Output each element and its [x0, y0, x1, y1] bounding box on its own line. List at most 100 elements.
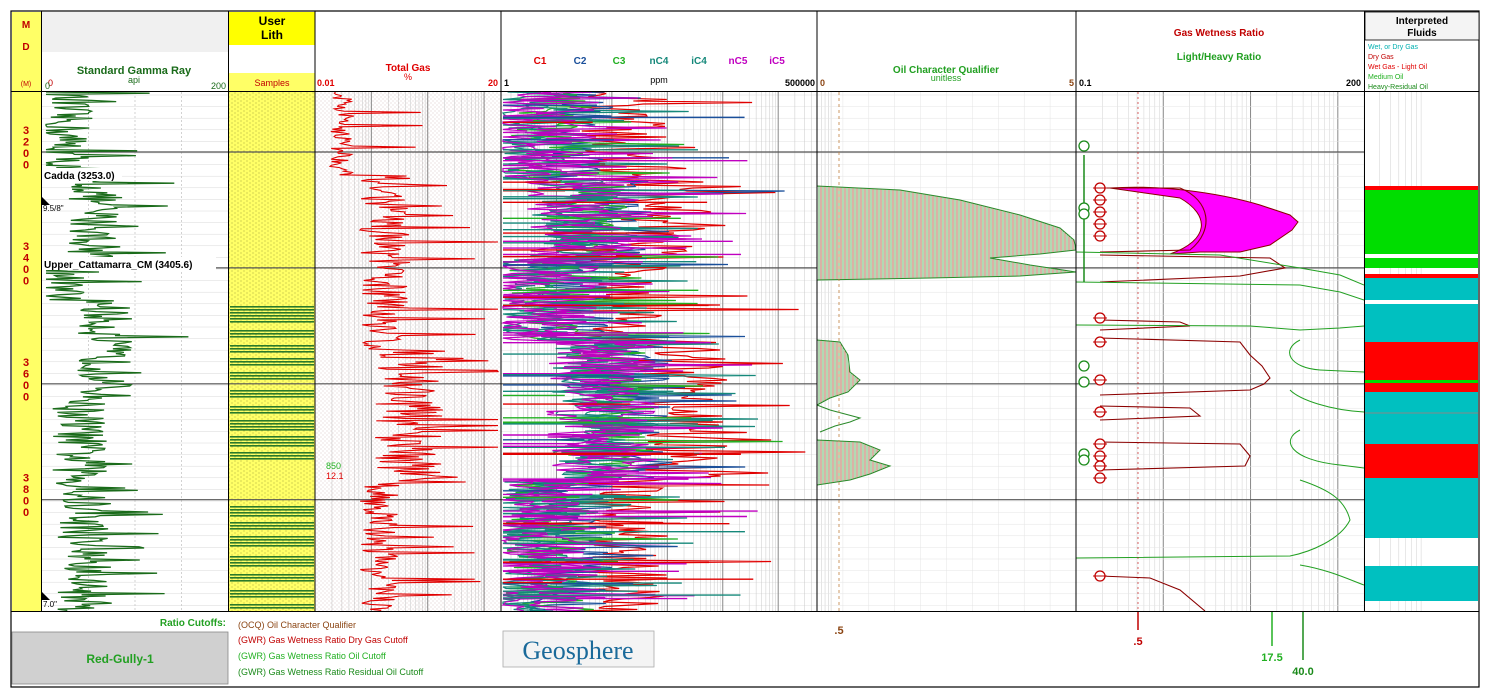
ocq-fill-2 [817, 439, 892, 486]
fluids-legend-2: Wet Gas - Light Oil [1368, 64, 1427, 71]
lith-shale-band [230, 426, 314, 428]
lith-shale-band [230, 306, 314, 308]
gr-title: Standard Gamma Ray [77, 65, 192, 77]
lith-shale-band [230, 542, 314, 544]
lith-shale-band [230, 361, 314, 363]
fluids-header-bg [1364, 11, 1480, 41]
lith-shale-band [230, 574, 314, 576]
ocq-fill-0 [817, 185, 1076, 281]
cutoff-gwr-residual: (GWR) Gas Wetness Ratio Residual Oil Cut… [238, 667, 424, 677]
chroma-min: 1 [504, 78, 509, 88]
lith-shale-band [230, 330, 314, 332]
fluid-segment-4 [1365, 274, 1478, 278]
tg-annot-green: 850 [326, 461, 341, 471]
fluid-segment-9 [1365, 345, 1478, 380]
gwr-subtitle: Light/Heavy Ratio [1177, 52, 1261, 63]
chroma-label-c3: C3 [613, 56, 626, 67]
tg-title: Total Gas [386, 63, 431, 74]
gwr-green-curve-7 [1299, 564, 1364, 586]
fluid-segment-13 [1365, 444, 1478, 448]
lith-shale-band [230, 545, 314, 547]
depth-column [12, 12, 41, 611]
log-curves [45, 92, 1364, 611]
fluids-legend-3: Medium Oil [1368, 74, 1404, 81]
casing-1: 9.5/8" [43, 204, 64, 213]
lith-title-1: User [259, 14, 286, 28]
lith-shale-band [230, 348, 314, 350]
gwr-brown-curve-4 [1099, 405, 1202, 421]
depth-label-3600-digit-3: 0 [23, 391, 29, 403]
ocq-title: Oil Character Qualifier [893, 65, 999, 76]
lith-shale-band [230, 442, 314, 444]
lith-shale-band [230, 358, 314, 360]
fluid-segment-5 [1365, 278, 1478, 300]
lith-shale-band [230, 445, 314, 447]
lith-shale-band [230, 562, 314, 564]
md-label-d: D [22, 42, 29, 53]
logo-text: Geosphere [522, 636, 633, 665]
md-label-m: M [22, 20, 30, 31]
lith-shale-band [230, 396, 314, 398]
lith-shale-band [230, 525, 314, 527]
lith-shale-band [230, 580, 314, 582]
cutoff-ocq: (OCQ) Oil Character Qualifier [238, 620, 356, 630]
chroma-legend: C1 C2 C3 nC4 iC4 nC5 iC5 [534, 56, 786, 67]
lith-shale-band [230, 351, 314, 353]
depth-label-3800-digit-2: 0 [23, 496, 29, 508]
gwr-dry-value: .5 [1133, 636, 1142, 648]
gwr-green-circle [1078, 376, 1090, 388]
lith-sub: Samples [254, 78, 290, 88]
gwr-green-curve-1 [1076, 281, 1364, 301]
fluids-legend-1: Dry Gas [1368, 54, 1394, 61]
lith-shale-band [230, 420, 314, 422]
gwr-green-curve-3 [1289, 339, 1364, 373]
fluid-segment-3 [1365, 258, 1478, 268]
lith-shale-band [230, 375, 314, 377]
ocq-unit: unitless [931, 73, 962, 83]
lith-shale-band [230, 390, 314, 392]
gwr-brown-curve-5 [1099, 441, 1251, 471]
lith-shale-band [230, 565, 314, 567]
ocq-fill-1 [817, 339, 861, 406]
fluid-segment-14 [1365, 448, 1478, 478]
lith-shale-band [230, 409, 314, 411]
top-cadda-bg [42, 168, 122, 181]
gr-min: 0 [45, 81, 50, 91]
lith-shale-band [230, 436, 314, 438]
gwr-max: 200 [1346, 78, 1361, 88]
gr-header-bg [42, 12, 228, 52]
chroma-label-c1: C1 [534, 56, 547, 67]
depth-label-3400-digit-1: 4 [23, 252, 30, 264]
depth-label-3600-digit-2: 0 [23, 380, 29, 392]
fluids-title-1: Interpreted [1396, 16, 1448, 27]
lith-shale-band [230, 321, 314, 323]
gwr-magenta-fill [1109, 186, 1299, 255]
ocq-max: 5 [1069, 78, 1074, 88]
lith-shale-band [230, 455, 314, 457]
fluids-legend-4: Heavy-Residual Oil [1368, 84, 1428, 91]
lith-shale-band [230, 556, 314, 558]
lith-sub-bg [229, 73, 315, 91]
ocq-min: 0 [820, 78, 825, 88]
lith-shale-band [230, 596, 314, 598]
lith-shale-band [230, 412, 314, 414]
chroma-label-c2: C2 [574, 56, 587, 67]
lith-header-bg [229, 12, 315, 45]
lith-shale-band [230, 590, 314, 592]
lith-shale-band [230, 512, 314, 514]
fluid-segment-12 [1365, 392, 1478, 444]
depth-label-3400-digit-0: 3 [23, 241, 29, 253]
lith-shale-band [230, 318, 314, 320]
fluid-segment-2 [1365, 254, 1478, 258]
fluid-segment-6 [1365, 300, 1478, 304]
lith-shale-band [230, 536, 314, 538]
footer: Red-Gully-1 Ratio Cutoffs: (OCQ) Oil Cha… [11, 612, 1314, 685]
well-name-box [11, 631, 229, 685]
lith-shale-band [230, 522, 314, 524]
gwr-green-curve-6 [1076, 479, 1351, 559]
top-cattamarra-bg [42, 257, 216, 270]
fluids-legend-0: Wet, or Dry Gas [1368, 44, 1419, 51]
casing-2: 7.0" [43, 600, 57, 609]
